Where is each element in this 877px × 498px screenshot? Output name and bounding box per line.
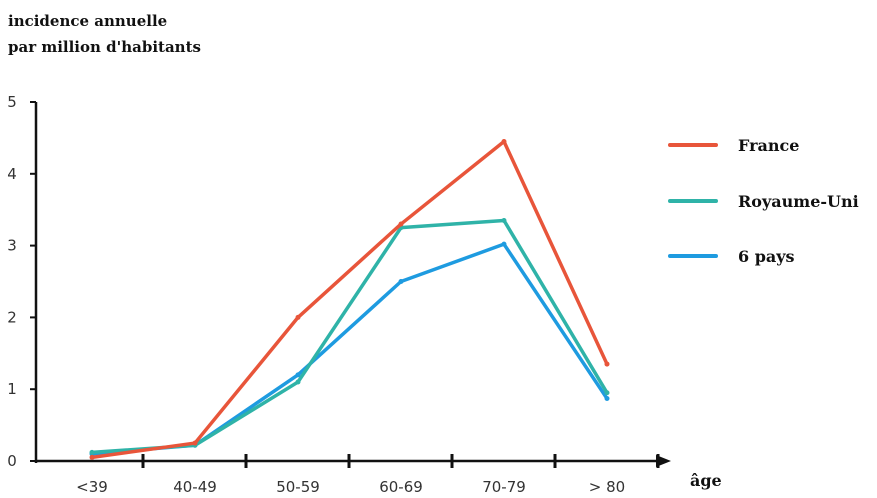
y-axis-title-line-1: incidence annuelle [8,12,167,30]
x-axis-title: âge [690,471,722,490]
data-point [604,361,610,367]
data-point [501,241,507,247]
x-tick-label: <39 [76,478,108,496]
x-tick-label: > 80 [589,478,625,496]
data-point [501,138,507,144]
x-ticks: <39 40-49 50-59 60-69 70-79 > 80 [76,454,660,496]
legend-label: Royaume-Uni [738,192,859,211]
x-tick-label: 60-69 [379,478,423,496]
y-tick-label: 0 [7,452,17,470]
data-point [295,314,301,320]
series-lines [89,138,610,460]
data-point [501,217,507,223]
y-tick-label: 4 [7,165,17,183]
series-line-0 [90,139,609,460]
data-point [604,390,610,396]
axes [34,102,671,467]
x-tick-label: 40-49 [173,478,217,496]
y-tick-label: 5 [7,93,17,111]
data-point [89,454,95,460]
x-tick-label: 70-79 [482,478,526,496]
series-line-2 [90,242,609,456]
data-point [398,279,404,284]
data-point [89,449,95,455]
y-axis-title-line-2: par million d'habitants [8,38,201,56]
data-point [604,396,610,402]
legend: France Royaume-Uni 6 pays [668,136,859,266]
legend-label: 6 pays [738,247,795,266]
x-tick-label: 50-59 [276,478,320,496]
x-axis-arrowhead [656,455,671,467]
y-tick-label: 1 [7,380,17,398]
legend-label: France [738,136,799,155]
y-tick-label: 2 [7,308,17,326]
y-ticks: 0 1 2 3 4 5 [7,93,36,470]
data-point [295,379,301,385]
data-point [295,372,301,378]
data-point [398,221,404,227]
series-line-1 [90,218,609,455]
y-tick-label: 3 [7,237,17,255]
data-point [192,440,198,446]
